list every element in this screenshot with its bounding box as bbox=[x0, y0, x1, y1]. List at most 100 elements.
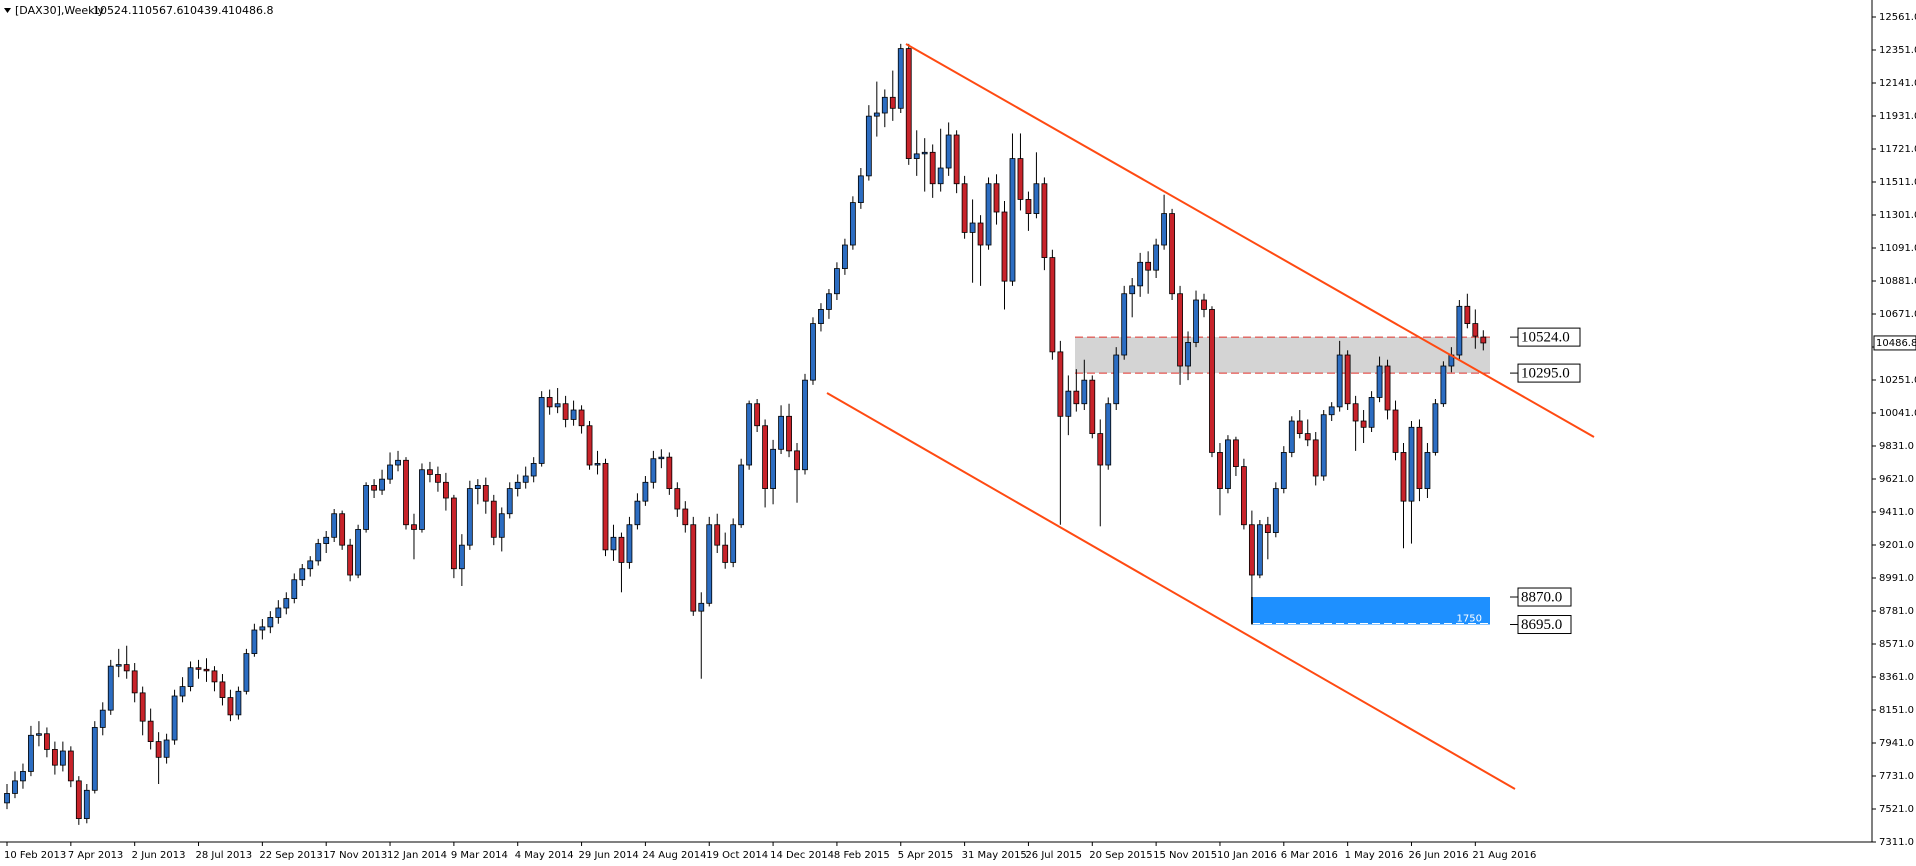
level-box bbox=[1517, 615, 1572, 635]
candle-body bbox=[865, 115, 872, 177]
x-tick-label: 7 Apr 2013 bbox=[68, 850, 123, 861]
candle-body bbox=[650, 458, 657, 483]
candle-body bbox=[490, 500, 497, 538]
candle-body bbox=[115, 664, 122, 667]
y-tick-label: 8361.0 bbox=[1879, 672, 1914, 683]
candle-body bbox=[1105, 403, 1112, 466]
candle-body bbox=[1185, 342, 1191, 367]
y-tick-label: 11511.0 bbox=[1879, 177, 1916, 188]
candle-body bbox=[466, 488, 473, 546]
candle-body bbox=[722, 544, 729, 563]
level-label: 10295.0 bbox=[1521, 366, 1570, 382]
y-tick-label: 11931.0 bbox=[1879, 111, 1916, 122]
candle-body bbox=[1344, 354, 1351, 405]
candle-body bbox=[530, 463, 537, 477]
candle-body bbox=[1280, 452, 1287, 489]
y-tick-label: 11721.0 bbox=[1879, 144, 1916, 155]
candle-body bbox=[1272, 488, 1279, 533]
candle-body bbox=[1472, 323, 1479, 337]
x-tick-label: 26 Jul 2015 bbox=[1025, 850, 1082, 861]
candle-body bbox=[323, 536, 330, 544]
candle-body bbox=[1081, 379, 1088, 405]
x-tick-label: 15 Nov 2015 bbox=[1153, 850, 1217, 861]
candle-body bbox=[187, 667, 194, 687]
candle-body bbox=[786, 415, 792, 452]
candle-body bbox=[1225, 439, 1231, 489]
candle-body bbox=[881, 96, 888, 114]
zone bbox=[1075, 337, 1490, 374]
x-tick-label: 31 May 2015 bbox=[962, 850, 1027, 861]
zone-text: 1750 bbox=[1457, 614, 1482, 625]
x-tick-label: 6 Mar 2016 bbox=[1281, 850, 1338, 861]
candle-body bbox=[778, 415, 784, 450]
channel bbox=[826, 43, 1595, 790]
level-label: 8870.0 bbox=[1521, 589, 1562, 605]
y-tick-label: 10881.0 bbox=[1879, 276, 1916, 287]
candle-body bbox=[666, 456, 673, 489]
candle-body bbox=[155, 741, 162, 758]
candle-body bbox=[873, 112, 880, 117]
candle-body bbox=[267, 617, 274, 628]
candle-body bbox=[929, 151, 936, 185]
y-tick-label: 8781.0 bbox=[1879, 606, 1914, 617]
candle-body bbox=[1057, 351, 1064, 417]
candle-body bbox=[1025, 199, 1032, 214]
candle-body bbox=[283, 598, 290, 609]
candle-body bbox=[1296, 420, 1303, 434]
candle-body bbox=[179, 686, 186, 697]
candle-body bbox=[1376, 365, 1383, 398]
candle-body bbox=[227, 697, 234, 716]
candle-body bbox=[961, 183, 968, 233]
candle-body bbox=[379, 478, 385, 491]
y-tick-label: 12351.0 bbox=[1879, 45, 1916, 56]
x-tick-label: 26 Jun 2016 bbox=[1408, 850, 1468, 861]
candle-body bbox=[522, 475, 529, 483]
candle-body bbox=[586, 425, 593, 466]
y-tick-label: 9411.0 bbox=[1879, 507, 1914, 518]
candle-body bbox=[554, 403, 561, 408]
candle-body bbox=[610, 536, 617, 551]
candle-body bbox=[1312, 439, 1319, 477]
candle-body bbox=[91, 727, 98, 791]
candle-body bbox=[578, 409, 585, 427]
candle-body bbox=[738, 464, 745, 526]
candle-body bbox=[211, 670, 218, 683]
candle-body bbox=[51, 749, 58, 766]
y-tick-label: 8571.0 bbox=[1879, 639, 1914, 650]
header-low: 10439.4 bbox=[183, 4, 229, 17]
candle-body bbox=[1209, 309, 1215, 453]
candle-body bbox=[1233, 439, 1239, 467]
candle-body bbox=[1408, 426, 1415, 502]
zones: 10524.0 10295.0 1750 8870.0 8695.0 bbox=[1075, 327, 1581, 635]
candle-body bbox=[945, 134, 952, 169]
candle-body bbox=[75, 780, 82, 819]
candle-body bbox=[395, 459, 401, 466]
candle-body bbox=[299, 568, 306, 581]
candle-body bbox=[538, 397, 545, 464]
candle-body bbox=[450, 497, 457, 570]
candle-body bbox=[403, 459, 409, 526]
candle-body bbox=[36, 733, 42, 736]
level-box bbox=[1517, 587, 1572, 607]
candle-body bbox=[977, 222, 984, 246]
x-tick-label: 19 Oct 2014 bbox=[706, 850, 768, 861]
candle-body bbox=[1145, 261, 1152, 271]
candle-body bbox=[147, 720, 154, 742]
candle-body bbox=[1352, 403, 1359, 422]
x-tick-label: 10 Feb 2013 bbox=[4, 850, 66, 861]
candle-body bbox=[307, 560, 314, 570]
candle-body bbox=[1009, 158, 1016, 282]
candle-body bbox=[897, 48, 904, 109]
y-tick-label: 7311.0 bbox=[1879, 837, 1914, 848]
candle-body bbox=[1480, 336, 1487, 344]
y-tick-label: 12561.0 bbox=[1879, 12, 1916, 23]
x-tick-label: 20 Sep 2015 bbox=[1089, 850, 1152, 861]
candle-body bbox=[1264, 524, 1271, 533]
candle-body bbox=[642, 481, 649, 502]
candle-body bbox=[482, 485, 489, 502]
menu-arrow[interactable] bbox=[4, 8, 11, 13]
y-tick-label: 7521.0 bbox=[1879, 804, 1914, 815]
candle-body bbox=[163, 739, 170, 758]
candle-body bbox=[794, 450, 800, 471]
